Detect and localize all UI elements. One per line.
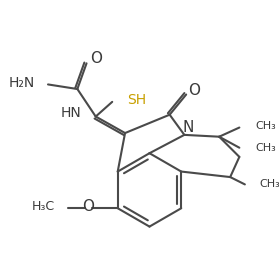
Text: H₃C: H₃C	[32, 200, 55, 213]
Text: O: O	[82, 199, 94, 214]
Text: CH₃: CH₃	[256, 121, 276, 131]
Text: HN: HN	[60, 106, 81, 120]
Text: SH: SH	[127, 93, 146, 107]
Text: N: N	[182, 120, 194, 135]
Text: O: O	[188, 83, 200, 98]
Text: O: O	[90, 51, 102, 66]
Text: CH₃: CH₃	[256, 143, 276, 153]
Text: H₂N: H₂N	[9, 76, 35, 90]
Text: CH₃: CH₃	[259, 179, 279, 189]
